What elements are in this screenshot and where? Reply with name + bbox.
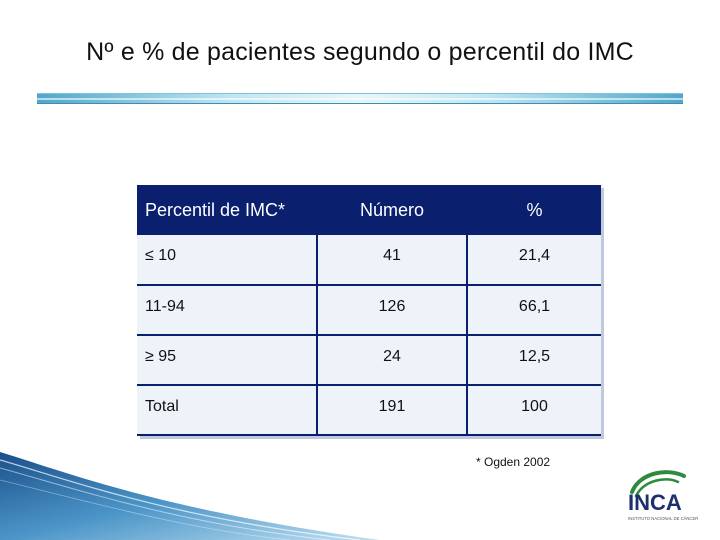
slide-title: Nº e % de pacientes segundo o percentil …	[86, 38, 634, 66]
cell-percent: 12,5	[467, 335, 601, 386]
table-row: ≤ 10 41 21,4	[137, 235, 601, 286]
cell-percent: 100	[467, 385, 601, 436]
cell-numero: 24	[316, 335, 468, 386]
cell-percentil: Total	[137, 385, 317, 436]
inca-logo: INCA INSTITUTO NACIONAL DE CÂNCER	[628, 470, 698, 521]
cell-numero: 126	[316, 285, 468, 336]
title-underline-bar	[37, 93, 683, 104]
table-header-row: Percentil de IMC* Número %	[137, 185, 601, 235]
svg-text:INSTITUTO NACIONAL DE CÂNCER: INSTITUTO NACIONAL DE CÂNCER	[628, 516, 698, 521]
cell-percentil: ≥ 95	[137, 335, 317, 386]
cell-percentil: 11-94	[137, 285, 317, 336]
cell-numero: 41	[316, 235, 468, 286]
cell-numero: 191	[316, 385, 468, 436]
cell-percentil: ≤ 10	[137, 235, 317, 286]
header-percentil: Percentil de IMC*	[145, 199, 286, 220]
footnote: * Ogden 2002	[476, 455, 551, 469]
header-numero: Número	[316, 185, 468, 235]
cell-percent: 21,4	[467, 235, 601, 286]
svg-text:INCA: INCA	[628, 490, 682, 515]
cell-percent: 66,1	[467, 285, 601, 336]
table-row-total: Total 191 100	[137, 385, 601, 436]
data-table: Percentil de IMC* Número % ≤ 10 41 21,4 …	[137, 185, 601, 436]
header-percent: %	[526, 199, 543, 220]
table-row: 11-94 126 66,1	[137, 285, 601, 336]
corner-wave-decoration	[0, 452, 380, 540]
table-row: ≥ 95 24 12,5	[137, 335, 601, 386]
